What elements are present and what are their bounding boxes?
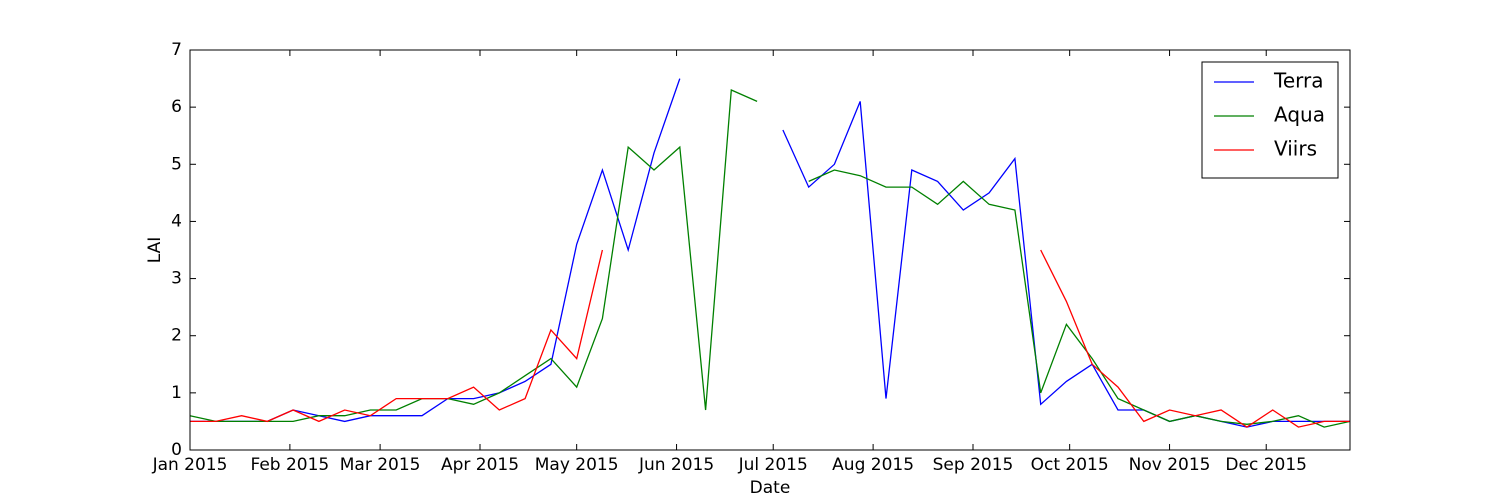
legend-box <box>1201 61 1339 179</box>
x-tick-label: May 2015 <box>535 455 619 475</box>
line-series <box>189 89 1351 428</box>
x-tick-label: Jan 2015 <box>152 455 228 475</box>
x-tick-label: Feb 2015 <box>250 455 329 475</box>
legend-label: Viirs <box>1274 137 1317 161</box>
legend-label: Aqua <box>1274 103 1325 127</box>
x-tick-label: Apr 2015 <box>441 455 519 475</box>
line-series <box>190 249 1350 428</box>
x-tick-label: Aug 2015 <box>832 455 914 475</box>
y-tick-label: 5 <box>171 154 182 174</box>
y-tick-label: 0 <box>171 440 182 460</box>
x-tick-label: Oct 2015 <box>1031 455 1109 475</box>
y-tick-label: 6 <box>171 97 182 117</box>
y-tick-label: 3 <box>171 269 182 289</box>
x-tick-label: Dec 2015 <box>1225 455 1307 475</box>
legend-label: Terra <box>1273 69 1323 93</box>
x-tick-label: Sep 2015 <box>933 455 1014 475</box>
x-tick-label: Mar 2015 <box>340 455 421 475</box>
y-tick-label: 2 <box>171 326 182 346</box>
x-tick-label: Jun 2015 <box>638 455 714 475</box>
line-series <box>190 78 1350 428</box>
x-tick-label: Nov 2015 <box>1129 455 1211 475</box>
plot-frame <box>189 49 1351 451</box>
y-axis-label: LAI <box>145 237 165 264</box>
x-axis-label: Date <box>750 478 791 498</box>
x-tick-label: Jul 2015 <box>738 455 808 475</box>
y-tick-label: 1 <box>171 383 182 403</box>
y-tick-label: 4 <box>171 211 182 231</box>
y-tick-label: 7 <box>171 40 182 60</box>
